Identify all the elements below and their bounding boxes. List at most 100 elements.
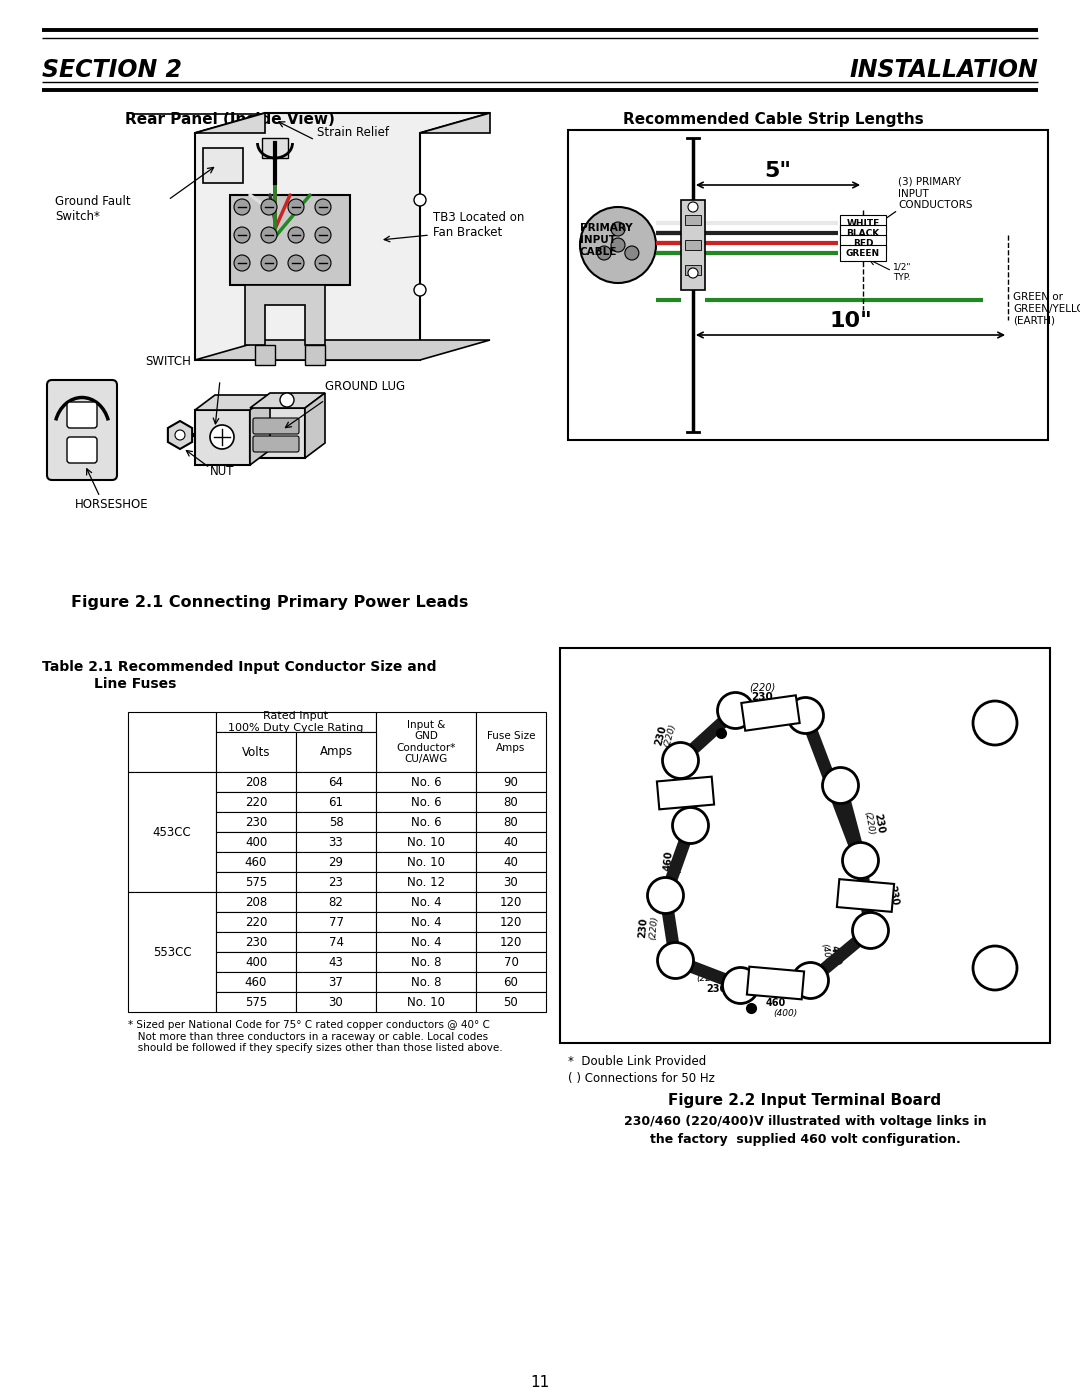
Text: (220): (220) [663,722,678,749]
Bar [476,812,546,833]
Bar [296,833,376,852]
Circle shape [673,807,708,844]
Text: 82: 82 [328,895,343,908]
Bar [837,879,894,912]
Circle shape [414,284,426,296]
Text: No. 6: No. 6 [410,795,442,809]
Bar [296,792,376,812]
Circle shape [280,393,294,407]
Bar [376,912,476,932]
Text: (220): (220) [648,915,659,940]
Circle shape [852,912,889,949]
Text: Fuse Size
Amps: Fuse Size Amps [487,731,536,753]
Text: 11: 11 [530,1375,550,1390]
Bar [296,992,376,1011]
Circle shape [717,693,754,728]
Bar [568,130,1048,440]
Bar [685,215,701,225]
Text: 230: 230 [637,918,649,939]
Circle shape [234,226,249,243]
Circle shape [658,943,693,978]
Bar [840,244,886,261]
Circle shape [234,256,249,271]
Circle shape [611,222,625,236]
Text: 80: 80 [503,795,518,809]
Polygon shape [167,420,192,448]
Bar [129,773,216,893]
Bar [216,992,296,1011]
Text: 460: 460 [663,849,674,870]
Bar [376,972,476,992]
Bar [741,696,799,731]
Text: 60: 60 [503,975,518,989]
Polygon shape [195,339,490,360]
Bar [296,773,376,792]
Circle shape [723,968,758,1003]
Text: No. 10: No. 10 [407,855,445,869]
Bar [561,648,1050,1044]
Bar [296,912,376,932]
Bar [230,196,350,285]
Text: No. 10: No. 10 [407,835,445,848]
Polygon shape [420,113,490,133]
Text: 61: 61 [328,795,343,809]
Text: Recommended Cable Strip Lengths: Recommended Cable Strip Lengths [623,112,923,127]
Text: 40: 40 [503,835,518,848]
Text: 37: 37 [328,975,343,989]
Text: Rear Panel (Inside View): Rear Panel (Inside View) [125,112,335,127]
Circle shape [261,198,276,215]
FancyBboxPatch shape [253,418,299,434]
Text: (400): (400) [673,848,684,873]
Text: Amps: Amps [320,746,352,759]
Text: 33: 33 [328,835,343,848]
Bar [296,893,376,912]
Text: Ground Fault
Switch*: Ground Fault Switch* [55,196,131,224]
Text: 120: 120 [500,895,523,908]
Bar [476,951,546,972]
Text: 43: 43 [328,956,343,968]
Bar [476,932,546,951]
Text: 400: 400 [245,956,267,968]
Bar [376,951,476,972]
Circle shape [787,697,824,733]
Text: No. 12: No. 12 [407,876,445,888]
Text: Figure 2.2 Input Terminal Board: Figure 2.2 Input Terminal Board [669,1092,942,1108]
Text: 1/2"
TYP.: 1/2" TYP. [893,263,912,282]
Circle shape [234,198,249,215]
Text: 208: 208 [245,775,267,788]
Text: 220: 220 [245,795,267,809]
Circle shape [288,226,303,243]
Polygon shape [305,393,325,458]
Polygon shape [195,395,270,409]
Text: ( ) Connections for 50 Hz: ( ) Connections for 50 Hz [568,1071,715,1085]
Bar [376,812,476,833]
Text: (220): (220) [696,974,720,983]
Circle shape [288,198,303,215]
Text: 29: 29 [328,855,343,869]
Text: 230: 230 [872,812,886,834]
Text: No. 4: No. 4 [410,915,442,929]
Text: (220): (220) [862,810,875,835]
Bar [747,967,805,999]
Polygon shape [249,393,325,408]
Circle shape [288,256,303,271]
Circle shape [625,246,639,260]
FancyBboxPatch shape [67,437,97,462]
Text: the factory  supplied 460 volt configuration.: the factory supplied 460 volt configurat… [650,1133,960,1146]
Text: INSTALLATION: INSTALLATION [849,59,1038,82]
Text: 230: 230 [245,936,267,949]
Bar [255,345,275,365]
Text: 77: 77 [328,915,343,929]
Bar [376,712,476,773]
Text: No. 10: No. 10 [407,996,445,1009]
Text: Line Fuses: Line Fuses [94,678,176,692]
Circle shape [210,425,234,448]
Text: PRIMARY
INPUT
CABLE: PRIMARY INPUT CABLE [580,224,633,257]
Circle shape [688,268,698,278]
Bar [296,812,376,833]
Text: 23: 23 [328,876,343,888]
Text: 575: 575 [245,996,267,1009]
Text: 230: 230 [752,693,773,703]
Text: 460: 460 [245,855,267,869]
Text: 30: 30 [503,876,518,888]
